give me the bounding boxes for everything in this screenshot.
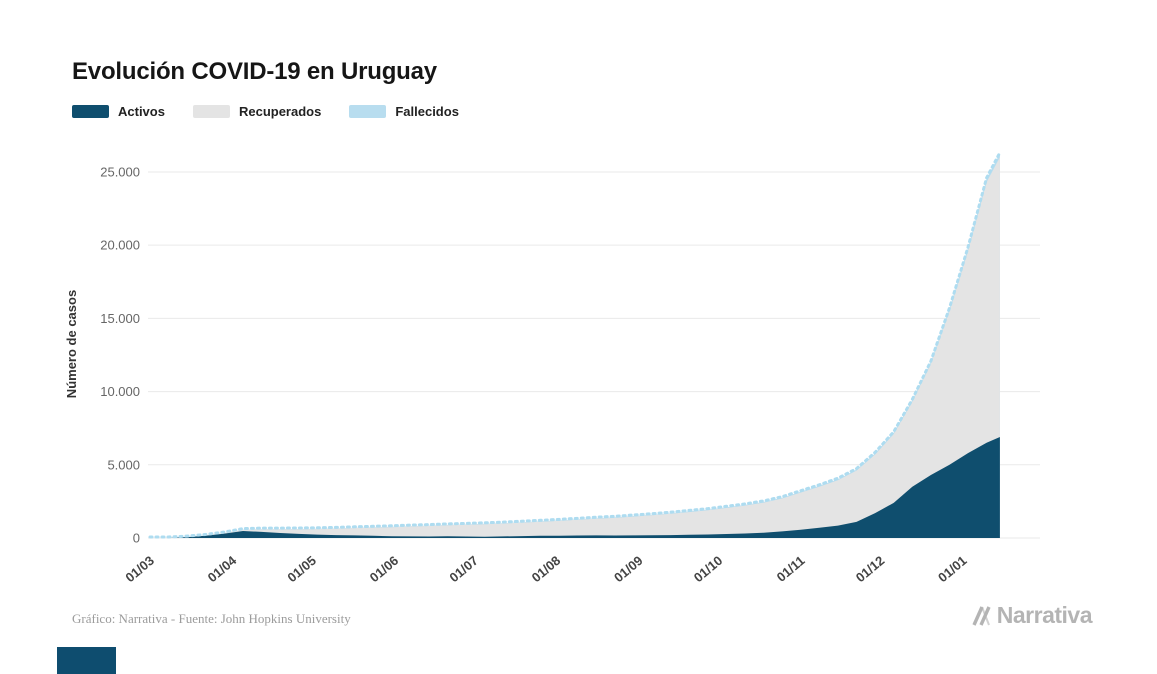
svg-text:20.000: 20.000 (100, 238, 140, 253)
legend-item-fallecidos: Fallecidos (349, 104, 459, 119)
legend-label-fallecidos: Fallecidos (395, 104, 459, 119)
svg-text:01/01: 01/01 (935, 553, 970, 585)
narrativa-wordmark: Narrativa (996, 602, 1093, 628)
svg-text:25.000: 25.000 (100, 164, 140, 179)
legend-item-activos: Activos (72, 104, 165, 119)
svg-text:5.000: 5.000 (107, 457, 140, 472)
svg-text:01/11: 01/11 (774, 553, 808, 585)
source-credit: Gráfico: Narrativa - Fuente: John Hopkin… (72, 611, 351, 626)
svg-text:01/03: 01/03 (122, 553, 157, 585)
legend-swatch-fallecidos (349, 105, 387, 118)
svg-text:01/09: 01/09 (611, 553, 646, 585)
covid-stacked-area-chart: 0 5.000 10.000 15.000 20.000 25.000 01/03 01/04… (60, 138, 1070, 618)
svg-text:Número de casos: Número de casos (64, 290, 79, 398)
chart-legend: Activos Recuperados Fallecidos (72, 104, 459, 119)
svg-text:01/07: 01/07 (446, 553, 481, 585)
narrativa-n-icon (972, 605, 991, 626)
svg-text:01/08: 01/08 (529, 553, 564, 585)
narrativa-logo: Narrativa (970, 602, 1093, 629)
svg-text:01/06: 01/06 (367, 553, 402, 585)
legend-swatch-activos (72, 105, 109, 118)
svg-text:01/05: 01/05 (284, 553, 319, 585)
legend-label-recuperados: Recuperados (238, 104, 322, 119)
legend-item-recuperados: Recuperados (192, 104, 322, 119)
bottom-accent-bar (57, 647, 116, 674)
legend-swatch-recuperados (192, 105, 230, 118)
legend-label-activos: Activos (118, 104, 165, 119)
chart-canvas: 0 5.000 10.000 15.000 20.000 25.000 01/03 01/04… (64, 151, 1040, 585)
svg-text:0: 0 (133, 531, 140, 546)
svg-text:01/04: 01/04 (205, 552, 240, 585)
svg-text:10.000: 10.000 (100, 384, 140, 399)
page-title: Evolución COVID-19 en Uruguay (72, 58, 437, 86)
svg-text:15.000: 15.000 (100, 311, 140, 326)
svg-text:01/10: 01/10 (691, 553, 726, 585)
svg-text:01/12: 01/12 (853, 553, 888, 585)
